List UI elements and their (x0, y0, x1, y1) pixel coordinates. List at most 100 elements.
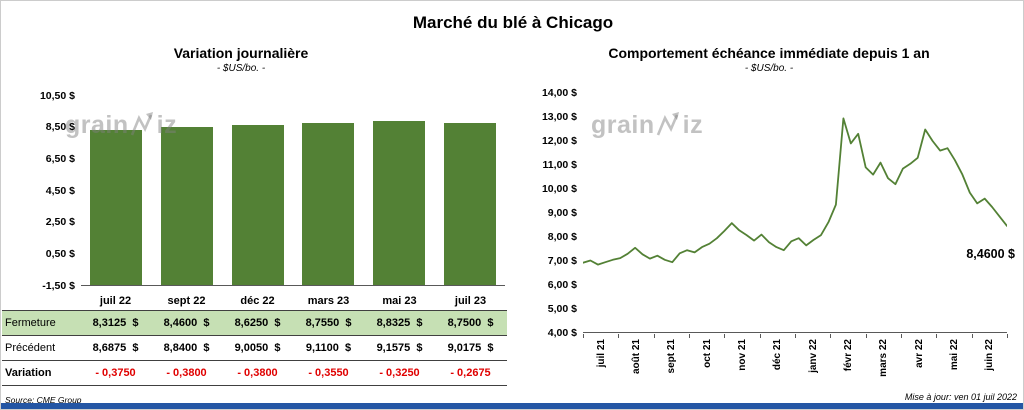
variation-value: - 0,3250 (379, 367, 420, 379)
watermark-text-grain: grain (65, 111, 129, 139)
bar-chart-subtitle: - $US/bo. - (216, 63, 266, 74)
precedent-value: 9,1575 $ (376, 342, 423, 354)
x-axis-tick-mark (689, 334, 690, 338)
bar-juil-22 (90, 129, 143, 285)
fermeture-value: 8,7550 $ (305, 317, 352, 329)
fermeture-value: 8,3125 $ (92, 317, 139, 329)
x-axis-tick-mark (830, 334, 832, 338)
bar-chart-y-tick-label: 2,50 $ (45, 216, 75, 229)
x-axis-tick-mark (724, 334, 726, 338)
price-table: juil 22 sept 22 déc 22 mars 23 mai 23 ju… (2, 292, 507, 386)
bar-chart-y-tick-label: -1,50 $ (42, 279, 75, 292)
month-header: sept 22 (167, 295, 206, 307)
fermeture-value: 8,6250 $ (234, 317, 281, 329)
bar-mars-23 (302, 122, 355, 285)
row-label-fermeture: Fermeture (5, 317, 56, 329)
bar-chart-y-tick-label: 4,50 $ (45, 184, 75, 197)
line-chart-y-tick-label: 9,00 $ (547, 206, 577, 219)
line-chart-y-tick-label: 5,00 $ (547, 302, 577, 315)
table-header-row: juil 22 sept 22 déc 22 mars 23 mai 23 ju… (2, 292, 507, 311)
line-chart-x-tick-label: mai 22 (949, 339, 960, 371)
month-header: juil 23 (454, 295, 487, 307)
x-axis-tick-mark (583, 334, 584, 338)
line-chart-x-tick-label: oct 21 (701, 339, 713, 368)
line-chart-x-tick-label: sept 21 (666, 339, 678, 374)
row-label-variation: Variation (5, 367, 52, 379)
table-row-variation: Variation - 0,3750 - 0,3800 - 0,3800 - 0… (2, 361, 507, 386)
line-chart-title: Comportement échéance immédiate depuis 1… (608, 45, 930, 61)
source-note: Source: CME Group (5, 395, 82, 405)
line-chart-y-tick-label: 10,00 $ (541, 182, 577, 195)
line-chart-y-tick-label: 11,00 $ (542, 158, 577, 171)
bar-juil-23 (443, 122, 496, 285)
watermark-zigzag-icon (656, 111, 679, 135)
month-header: déc 22 (240, 295, 275, 307)
page-title: Marché du blé à Chicago (412, 13, 614, 32)
variation-value: - 0,2675 (450, 367, 491, 379)
line-chart-x-tick-label: déc 21 (772, 339, 784, 371)
fermeture-value: 8,4600 $ (163, 317, 210, 329)
watermark-zigzag-icon (130, 111, 153, 135)
table-row-precedent: Précédent 8,6875 $ 8,8400 $ 9,0050 $ 9,1… (2, 336, 507, 361)
x-axis-tick-mark (936, 334, 938, 338)
line-chart-x-tick-label: nov 21 (737, 339, 748, 371)
watermark: grain iz (65, 111, 177, 140)
precedent-value: 8,8400 $ (163, 342, 210, 354)
line-chart-x-tick-label: août 21 (631, 339, 642, 375)
watermark-text-iz: iz (682, 111, 704, 139)
precedent-value: 9,0175 $ (447, 342, 494, 354)
line-chart-x-tick-label: juil 21 (595, 339, 607, 368)
bar-chart-y-tick-label: 8,50 $ (45, 121, 75, 134)
x-axis-tick-mark (618, 334, 620, 338)
month-header: mars 23 (307, 295, 350, 307)
table-row-fermeture: Fermeture 8,3125 $ 8,4600 $ 8,6250 $ 8,7… (2, 311, 507, 336)
bar-chart-y-tick-label: 10,50 $ (39, 89, 75, 102)
price-line (582, 117, 1008, 266)
line-chart-y-tick-label: 8,00 $ (547, 230, 577, 243)
line-chart-x-tick-label: avr 22 (913, 339, 925, 368)
line-chart-plot (582, 93, 1008, 333)
line-chart-x-tick-label: juin 22 (984, 339, 996, 371)
precedent-value: 9,0050 $ (234, 342, 281, 354)
bar-chart-plot (81, 96, 505, 286)
line-chart-x-tick-label: févr 22 (843, 339, 854, 372)
month-header: juil 22 (99, 295, 132, 307)
last-price-label: 8,4600 $ (966, 247, 1015, 261)
update-note: Mise à jour: ven 01 juil 2022 (904, 392, 1017, 402)
watermark-text-grain: grain (591, 111, 655, 139)
month-header: mai 23 (382, 295, 417, 307)
line-chart-y-tick-label: 12,00 $ (541, 134, 577, 147)
x-axis-tick-mark (971, 334, 973, 338)
bar-sept-22 (161, 127, 213, 285)
line-chart-x-tick-label: janv 22 (807, 339, 819, 373)
bar-déc-22 (231, 124, 284, 285)
bar-chart-y-tick-label: 0,50 $ (45, 247, 75, 260)
line-chart-subtitle: - $US/bo. - (744, 63, 794, 74)
x-axis-tick-mark (759, 334, 761, 338)
watermark-text-iz: iz (156, 111, 178, 139)
line-chart-y-tick-label: 6,00 $ (547, 278, 577, 291)
x-axis-tick-mark (795, 334, 796, 338)
line-chart-y-tick-label: 7,00 $ (547, 254, 577, 267)
bar-mai-23 (373, 121, 425, 285)
variation-value: - 0,3800 (166, 367, 207, 379)
line-chart-y-tick-label: 4,00 $ (547, 326, 577, 339)
variation-value: - 0,3800 (237, 367, 278, 379)
bar-chart-y-tick-label: 6,50 $ (45, 152, 75, 165)
variation-value: - 0,3750 (95, 367, 136, 379)
precedent-value: 9,1100 $ (305, 342, 352, 354)
x-axis-tick-mark (865, 334, 867, 338)
x-axis-tick-mark (653, 334, 655, 338)
row-label-precedent: Précédent (5, 342, 56, 354)
precedent-value: 8,6875 $ (92, 342, 139, 354)
x-axis-tick-mark (1007, 334, 1008, 338)
fermeture-value: 8,8325 $ (376, 317, 423, 329)
line-chart-y-tick-label: 14,00 $ (541, 86, 577, 99)
bar-chart-title: Variation journalière (173, 45, 309, 61)
footer-bar (1, 403, 1023, 409)
x-axis-tick-mark (901, 334, 902, 338)
fermeture-value: 8,7500 $ (447, 317, 494, 329)
line-chart-x-tick-label: mars 22 (878, 339, 890, 377)
line-chart-y-tick-label: 13,00 $ (541, 110, 577, 123)
